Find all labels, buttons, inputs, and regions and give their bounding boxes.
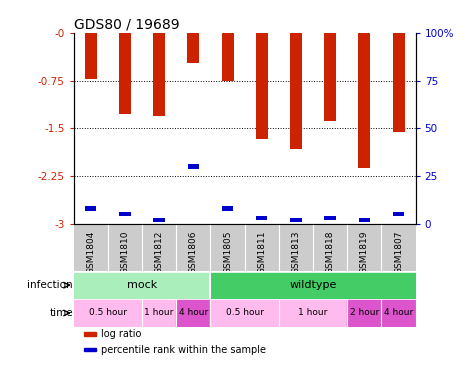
Bar xyxy=(153,217,165,222)
Bar xyxy=(210,273,416,298)
Text: GSM1819: GSM1819 xyxy=(360,231,369,274)
Text: 1 hour: 1 hour xyxy=(144,309,174,317)
Text: 4 hour: 4 hour xyxy=(179,309,208,317)
Text: GSM1813: GSM1813 xyxy=(292,231,300,274)
Bar xyxy=(119,212,131,216)
Text: time: time xyxy=(49,308,73,318)
Text: GSM1804: GSM1804 xyxy=(86,231,95,274)
Bar xyxy=(221,33,234,81)
Bar xyxy=(290,33,302,149)
Bar xyxy=(324,33,336,121)
Bar xyxy=(347,300,381,325)
Text: wildtype: wildtype xyxy=(289,280,337,290)
Text: 1 hour: 1 hour xyxy=(298,309,328,317)
Bar xyxy=(142,300,176,325)
Bar xyxy=(74,300,142,325)
Text: 4 hour: 4 hour xyxy=(384,309,413,317)
Bar xyxy=(74,273,210,298)
Bar xyxy=(176,300,210,325)
Bar xyxy=(187,33,200,63)
Bar xyxy=(210,300,279,325)
Bar xyxy=(324,216,336,220)
Text: infection: infection xyxy=(28,280,73,290)
Text: GSM1818: GSM1818 xyxy=(326,231,334,274)
Bar xyxy=(222,206,233,210)
Bar xyxy=(279,300,347,325)
Bar xyxy=(119,33,131,114)
Bar xyxy=(85,206,96,210)
Text: GSM1810: GSM1810 xyxy=(121,231,129,274)
Bar xyxy=(359,217,370,222)
Text: 0.5 hour: 0.5 hour xyxy=(226,309,264,317)
Bar xyxy=(358,33,370,168)
Bar xyxy=(256,216,267,220)
Text: GSM1812: GSM1812 xyxy=(155,231,163,274)
Text: GSM1811: GSM1811 xyxy=(257,231,266,274)
Text: GDS80 / 19689: GDS80 / 19689 xyxy=(74,18,179,32)
Text: mock: mock xyxy=(127,280,157,290)
Bar xyxy=(393,212,404,216)
Bar xyxy=(381,300,416,325)
Bar xyxy=(84,348,96,351)
Text: 2 hour: 2 hour xyxy=(350,309,379,317)
Bar xyxy=(84,332,96,336)
Bar xyxy=(392,33,405,132)
Text: log ratio: log ratio xyxy=(101,329,142,339)
Text: GSM1807: GSM1807 xyxy=(394,231,403,274)
Bar xyxy=(153,33,165,116)
Text: 0.5 hour: 0.5 hour xyxy=(89,309,127,317)
Bar xyxy=(188,164,199,169)
Bar xyxy=(290,217,302,222)
Text: GSM1806: GSM1806 xyxy=(189,231,198,274)
Bar xyxy=(85,33,97,79)
Text: GSM1805: GSM1805 xyxy=(223,231,232,274)
Text: percentile rank within the sample: percentile rank within the sample xyxy=(101,345,266,355)
Bar xyxy=(256,33,268,139)
